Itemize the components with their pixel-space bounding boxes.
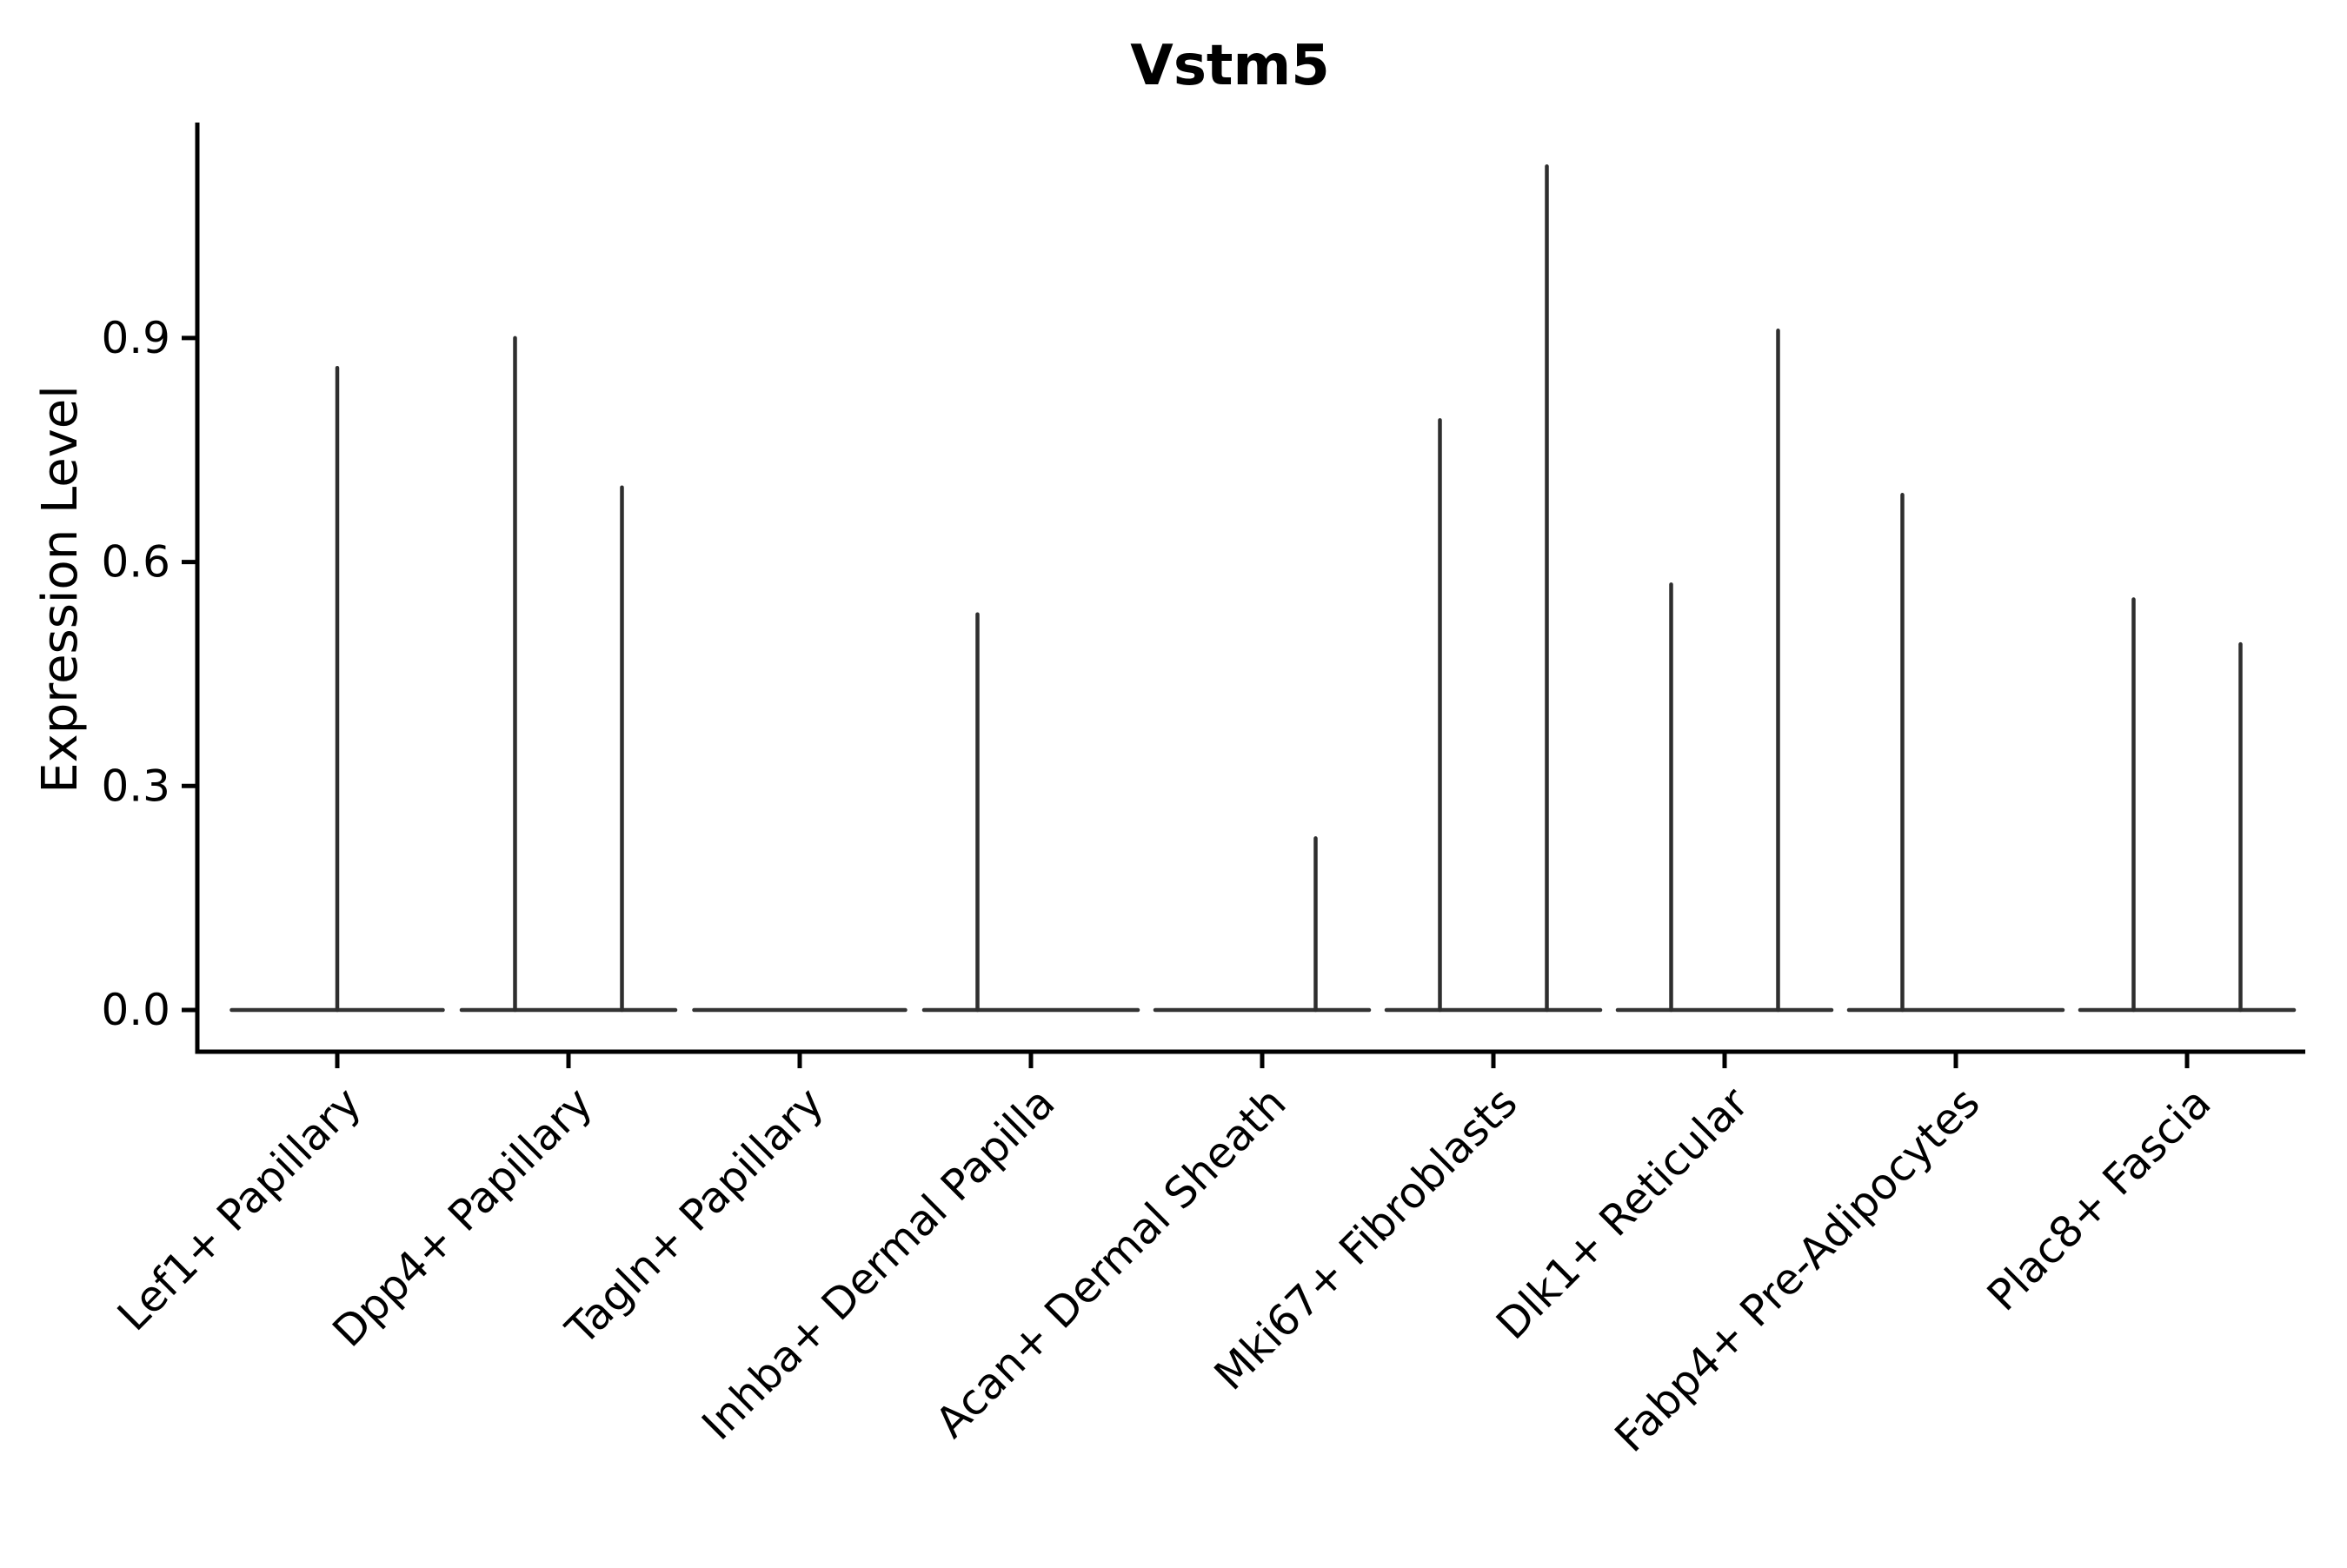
x-tick-label: Lef1+ Papillary — [108, 1078, 370, 1340]
x-tick-label: Fabp4+ Pre-Adipocytes — [1606, 1078, 1990, 1462]
y-tick-label: 0.6 — [101, 537, 170, 588]
x-tick-label: Plac8+ Fascia — [1978, 1078, 2220, 1320]
y-tick-label: 0.0 — [101, 985, 170, 1035]
x-tick-label: Dlk1+ Reticular — [1487, 1078, 1759, 1350]
y-tick-label: 0.9 — [101, 313, 170, 363]
chart-title: Vstm5 — [1130, 34, 1329, 98]
x-tick-label: Tagln+ Papillary — [556, 1078, 834, 1355]
y-tick-label: 0.3 — [101, 761, 170, 811]
y-axis-label: Expression Level — [32, 385, 89, 794]
